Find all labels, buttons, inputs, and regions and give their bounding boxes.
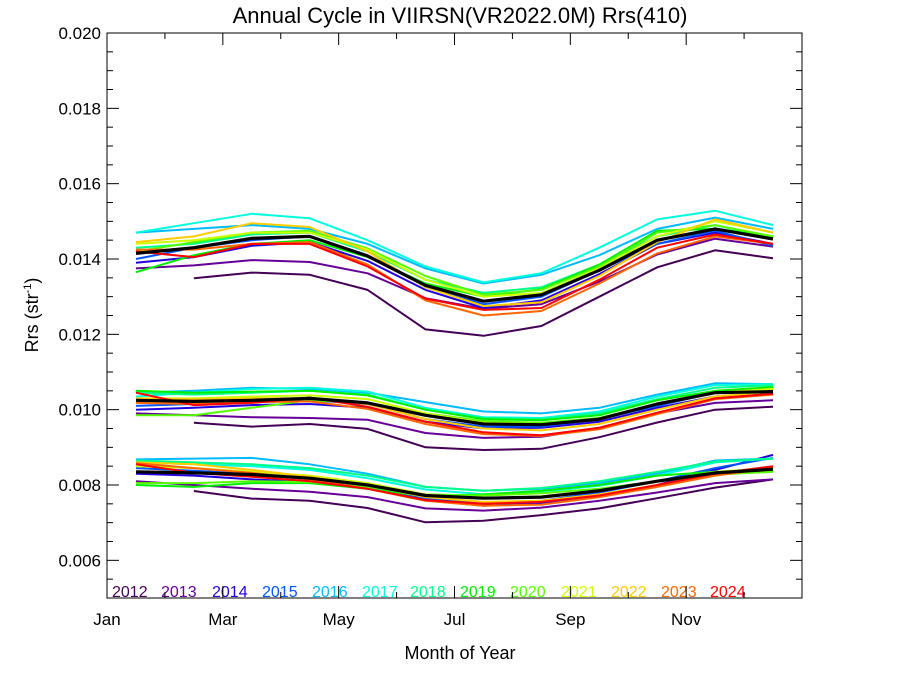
x-tick-label: Mar	[208, 610, 238, 629]
series-line-2014-middle	[135, 391, 774, 430]
series-line-2016-middle	[135, 382, 774, 415]
series-line-2019-middle	[135, 386, 774, 422]
x-axis-label: Month of Year	[404, 643, 515, 663]
y-tick-label: 0.008	[58, 476, 101, 495]
series-line-2012-lower	[193, 478, 774, 524]
series-line-2017-lower	[135, 457, 774, 496]
series-line-2024-middle	[135, 391, 774, 437]
series-line-2018-lower	[135, 457, 774, 492]
y-tick-label: 0.012	[58, 325, 101, 344]
chart-title: Annual Cycle in VIIRSN(VR2022.0M) Rrs(41…	[233, 3, 688, 28]
climatology-line-upper	[135, 227, 774, 303]
legend-entry-2012: 2012	[112, 584, 148, 601]
y-tick-label: 0.010	[58, 401, 101, 420]
series-line-2024-upper	[135, 233, 774, 311]
axes: 0.006 0.008 0.010 0.012 0.014 0.016 0.018 0.020…	[58, 24, 802, 629]
x-tick-label: May	[323, 610, 356, 629]
y-tick-label: 0.014	[58, 250, 101, 269]
x-tick-label: Jan	[93, 610, 120, 629]
series-line-2022-middle	[135, 390, 774, 432]
series-line-2023-lower	[135, 462, 774, 507]
y-axis-label-main: Rrs (str	[22, 293, 42, 352]
legend: 2012 2013 2014 2015 2016 2017 2018 2019 2020 2021…	[112, 584, 746, 601]
series-line-2013-lower	[135, 478, 774, 512]
legend-entry-2022: 2022	[611, 584, 647, 601]
x-tick-label: Jul	[444, 610, 466, 629]
legend-entry-2023: 2023	[661, 584, 697, 601]
legend-entry-2019: 2019	[460, 584, 496, 601]
legend-entry-2017: 2017	[362, 584, 398, 601]
y-tick-label: 0.006	[58, 551, 101, 570]
y-tick-label: 0.020	[58, 24, 101, 43]
y-tick-label: 0.018	[58, 99, 101, 118]
series-line-2012-upper	[193, 249, 774, 337]
y-tick-label: 0.016	[58, 175, 101, 194]
plot-frame	[106, 32, 803, 599]
legend-entry-2020: 2020	[510, 584, 546, 601]
series-line-2017-middle	[135, 383, 774, 419]
series-line-2017-upper	[135, 209, 774, 284]
climatology-line-middle	[135, 390, 774, 427]
legend-entry-2015: 2015	[262, 584, 298, 601]
series-lines	[135, 209, 774, 524]
series-line-2024-lower	[135, 463, 774, 505]
legend-entry-2018: 2018	[410, 584, 446, 601]
y-axis-label-sup: -1	[22, 284, 34, 294]
series-line-2023-upper	[136, 235, 774, 317]
y-axis-label-close: )	[22, 278, 42, 284]
series-line-2012-middle	[193, 405, 774, 451]
x-tick-label: Sep	[555, 610, 585, 629]
climatology-line-lower	[135, 467, 774, 500]
legend-entry-2013: 2013	[161, 584, 197, 601]
legend-entry-2014: 2014	[212, 584, 248, 601]
legend-entry-2024: 2024	[710, 584, 746, 601]
x-tick-label: Nov	[671, 610, 702, 629]
series-line-2021-upper	[135, 220, 774, 298]
y-axis-label: Rrs (str-1)	[22, 278, 42, 353]
